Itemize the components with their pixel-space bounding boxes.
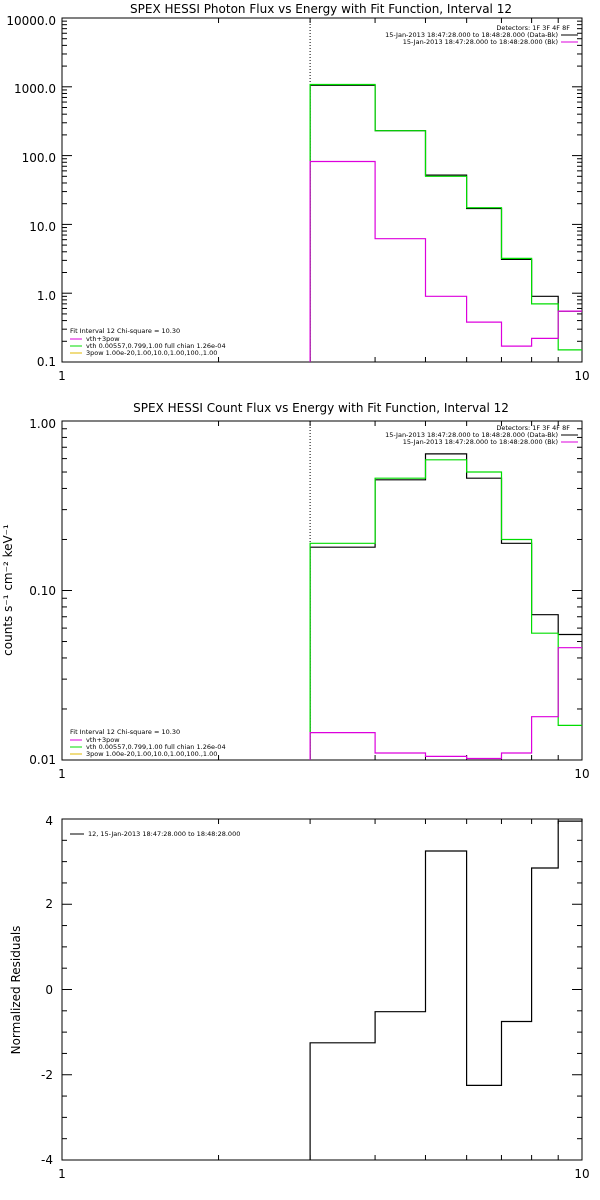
y-tick-label: 0.10 [29, 584, 56, 598]
legend-entry-bk: 15-Jan-2013 18:47:28.000 to 18:48:28.000… [403, 438, 558, 446]
legend-entry-vth: vth 0.00557,0.799,1.00 full chian 1.26e-… [86, 342, 226, 350]
y-axis-label: Normalized Residuals [9, 926, 23, 1055]
y-tick-label: 4 [45, 814, 53, 828]
series-2-histogram [309, 647, 582, 760]
legend-entry-data: 15-Jan-2013 18:47:28.000 to 18:48:28.000… [385, 431, 558, 439]
plot-frame [61, 420, 583, 761]
photon-flux-chart: SPEX HESSI Photon Flux vs Energy with Fi… [6, 2, 589, 383]
x-tick-label: 1 [58, 369, 66, 383]
plot-frame [61, 17, 583, 363]
detectors-label: Detectors: 1F 3F 4F 8F [496, 24, 570, 32]
series-1-histogram [309, 459, 582, 760]
legend-entry-vth: vth 0.00557,0.799,1.00 full chian 1.26e-… [86, 743, 226, 751]
series-1-histogram [309, 83, 582, 362]
y-tick-label: 2 [45, 897, 53, 911]
y-tick-label: 1.0 [37, 289, 56, 303]
y-tick-label: 1000.0 [14, 82, 56, 96]
y-tick-label: 10000.0 [6, 14, 56, 28]
series-2-histogram [309, 160, 582, 362]
x-tick-label: 1 [58, 1167, 66, 1181]
y-tick-label: 0.1 [37, 355, 56, 369]
y-tick-label: 0.01 [29, 753, 56, 767]
residuals-chart: Normalized Residuals 4 2 0 -2 -4 1 10 12… [9, 814, 590, 1181]
y-tick-label: 10.0 [29, 220, 56, 234]
chart-title: SPEX HESSI Count Flux vs Energy with Fit… [133, 401, 509, 415]
plot-frame [61, 818, 583, 1161]
y-tick-label: 0 [45, 983, 53, 997]
count-flux-chart: SPEX HESSI Count Flux vs Energy with Fit… [1, 401, 590, 781]
legend-entry-model: vth+3pow [86, 335, 120, 343]
legend-entry-3pow: 3pow 1.00e-20,1.00,10.0,1.00,100.,1.00 [86, 750, 217, 758]
legend-entry-bk: 15-Jan-2013 18:47:28.000 to 18:48:28.000… [403, 38, 558, 46]
y-tick-label: -2 [41, 1068, 53, 1082]
series-0-histogram [309, 453, 582, 760]
y-tick-label: -4 [41, 1153, 53, 1167]
series-0-histogram [309, 84, 582, 362]
series-0-histogram [309, 819, 583, 1160]
legend-entry-residual: 12, 15-Jan-2013 18:47:28.000 to 18:48:28… [88, 830, 240, 838]
legend-entry-model: vth+3pow [86, 736, 120, 744]
fit-info-label: Fit Interval 12 Chi-square = 10.30 [70, 728, 180, 736]
x-tick-label: 10 [574, 767, 589, 781]
x-tick-label: 1 [58, 767, 66, 781]
legend-entry-data: 15-Jan-2013 18:47:28.000 to 18:48:28.000… [385, 31, 558, 39]
chart-title: SPEX HESSI Photon Flux vs Energy with Fi… [130, 2, 512, 16]
y-tick-label: 1.00 [29, 417, 56, 431]
fit-info-label: Fit Interval 12 Chi-square = 10.30 [70, 327, 180, 335]
y-axis-label: counts s⁻¹ cm⁻² keV⁻¹ [1, 524, 15, 656]
x-tick-label: 10 [574, 1167, 589, 1181]
detectors-label: Detectors: 1F 3F 4F 8F [496, 424, 570, 432]
legend-entry-3pow: 3pow 1.00e-20,1.00,10.0,1.00,100.,1.00 [86, 349, 217, 357]
x-tick-label: 10 [574, 369, 589, 383]
y-tick-label: 100.0 [22, 151, 56, 165]
